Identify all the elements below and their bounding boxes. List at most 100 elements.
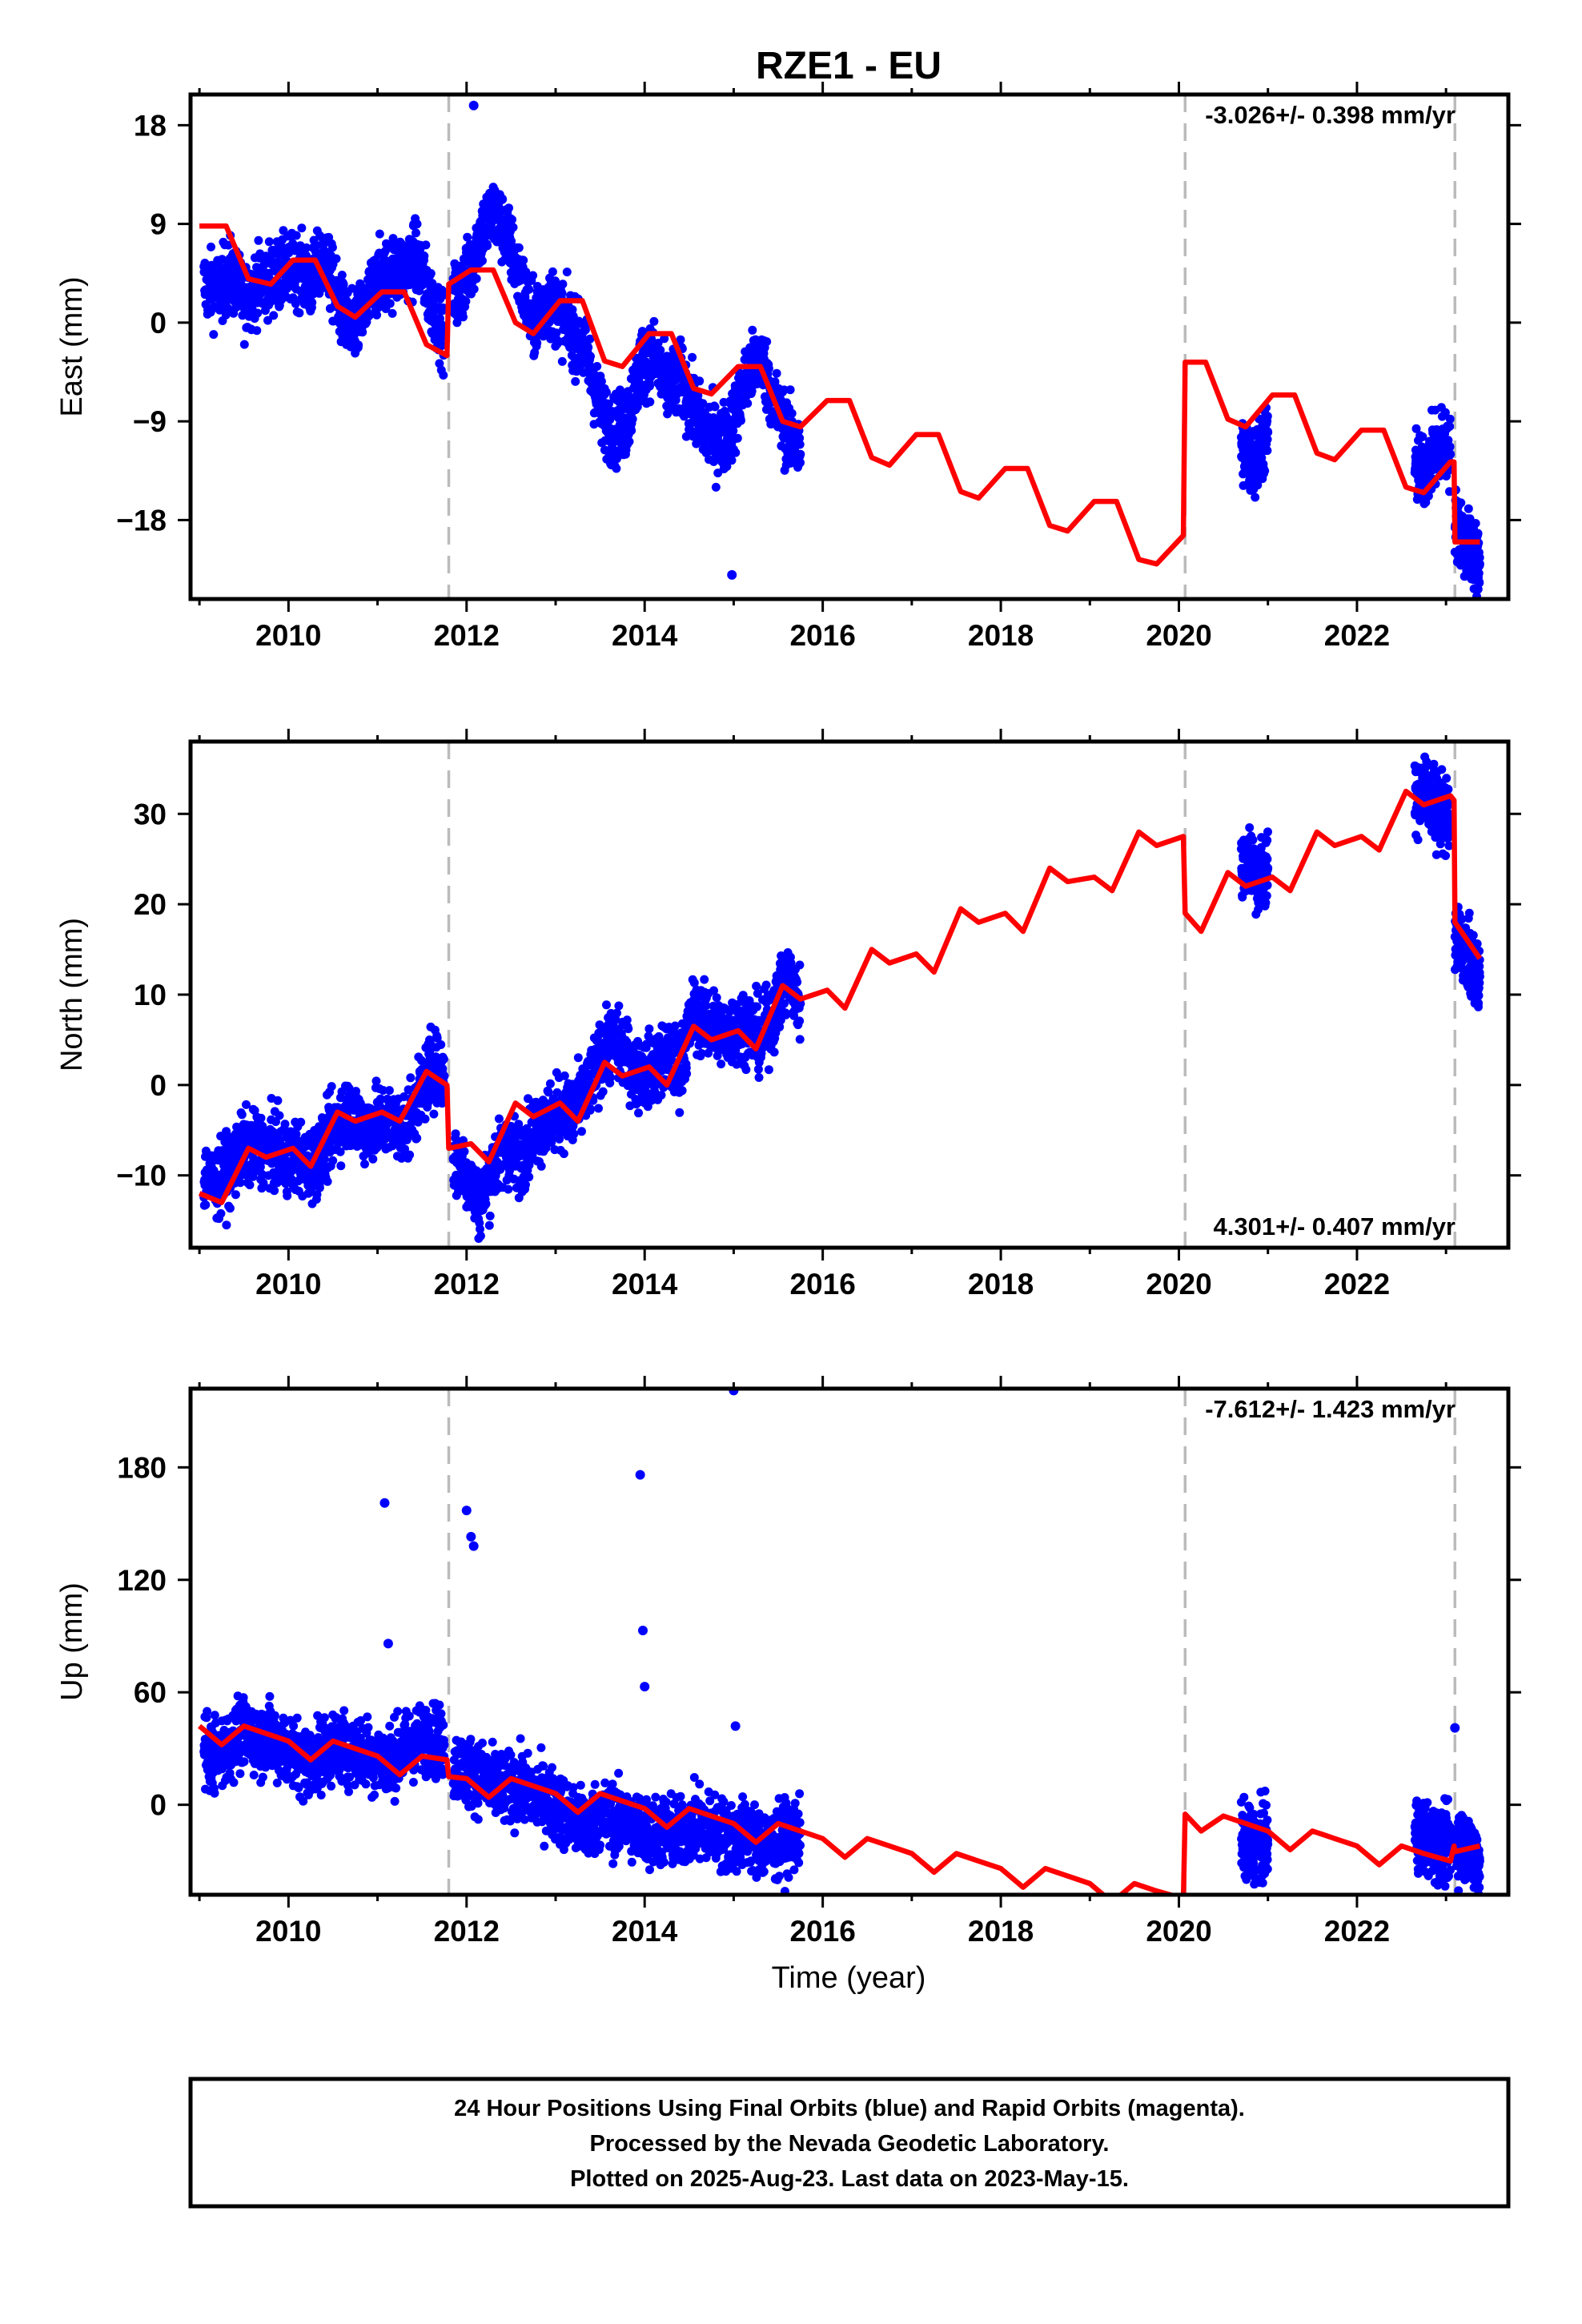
north-position-dot xyxy=(612,1008,621,1018)
north-position-dot xyxy=(420,1114,430,1124)
east-outlier-dot xyxy=(468,100,479,111)
north-position-dot xyxy=(400,1092,409,1101)
east-y-tick-label: 18 xyxy=(134,109,167,142)
east-position-dot xyxy=(762,337,772,347)
east-position-dot xyxy=(733,433,742,443)
north-position-dot xyxy=(242,1100,251,1109)
east-position-dot xyxy=(463,232,472,242)
north-position-dot xyxy=(644,1024,654,1034)
east-position-dot xyxy=(695,376,705,386)
east-position-dot xyxy=(1411,424,1421,433)
north-position-dot xyxy=(494,1114,504,1124)
north-position-dot xyxy=(235,1178,245,1188)
east-position-dot xyxy=(302,243,311,252)
north-position-dot xyxy=(405,1150,415,1160)
east-position-dot xyxy=(508,223,518,232)
east-position-dot xyxy=(596,376,606,386)
east-position-dot xyxy=(519,255,528,265)
east-position-dot xyxy=(1475,578,1484,588)
east-position-dot xyxy=(1263,446,1272,456)
east-position-dot xyxy=(209,330,219,340)
north-position-dot xyxy=(484,1220,494,1230)
east-y-tick-label: −9 xyxy=(133,405,167,438)
north-position-dot xyxy=(536,1161,546,1171)
panels: 2010 2012 2014 2016 2018 2020 20221890−9−18Eas… xyxy=(55,82,1521,1948)
east-position-dot xyxy=(1464,504,1473,513)
north-position-dot xyxy=(225,1204,235,1213)
north-position-dot xyxy=(606,1072,616,1082)
north-position-dot xyxy=(245,1180,255,1190)
east-position-dot xyxy=(688,352,697,362)
north-position-dot xyxy=(384,1086,394,1096)
east-position-dot xyxy=(552,328,561,338)
east-position-dot xyxy=(666,359,676,368)
north-position-dot xyxy=(476,1231,485,1240)
east-position-dot xyxy=(297,223,307,233)
north-daily-positions xyxy=(199,752,1484,1243)
east-y-tick-label: −18 xyxy=(116,504,167,537)
east-y-axis-label: East (mm) xyxy=(55,276,89,416)
east-position-dot xyxy=(698,399,708,408)
east-position-dot xyxy=(472,274,481,283)
north-position-dot xyxy=(273,1096,283,1105)
north-position-dot xyxy=(379,1086,387,1095)
east-frame xyxy=(188,92,1511,601)
north-position-dot xyxy=(559,1149,568,1159)
east-position-dot xyxy=(254,235,263,245)
north-position-dot xyxy=(312,1190,322,1200)
north-position-dot xyxy=(280,1120,290,1129)
north-position-dot xyxy=(336,1161,346,1171)
east-position-dot xyxy=(586,352,595,361)
east-position-dot xyxy=(291,299,300,308)
east-position-dot xyxy=(660,334,669,344)
east-position-dot xyxy=(1446,449,1456,459)
east-position-dot xyxy=(795,440,805,449)
east-position-dot xyxy=(223,304,232,313)
north-position-dot xyxy=(594,1104,603,1113)
east-position-dot xyxy=(372,310,382,320)
east-model-line xyxy=(199,223,1480,567)
east-x-tick-label: 2022 xyxy=(1324,619,1390,652)
east-position-dot xyxy=(469,284,479,294)
east-position-dot xyxy=(1263,435,1272,444)
east-position-dot xyxy=(438,340,447,350)
east-position-dot xyxy=(478,256,487,266)
north-position-dot xyxy=(400,1144,409,1154)
north-position-dot xyxy=(328,1156,338,1165)
east-y-tick-label: 9 xyxy=(150,208,167,241)
east-position-dot xyxy=(438,322,448,332)
east-daily-positions xyxy=(199,100,1484,599)
north-position-dot xyxy=(524,1172,534,1182)
east-position-dot xyxy=(288,239,298,248)
north-position-dot xyxy=(376,1094,385,1104)
east-position-dot xyxy=(624,436,634,446)
north-position-dot xyxy=(319,1154,329,1164)
north-position-dot xyxy=(327,1082,336,1092)
north-position-dot xyxy=(438,1063,448,1073)
east-x-tick-label: 2018 xyxy=(968,619,1034,652)
east-position-dot xyxy=(438,303,448,312)
east-position-dot xyxy=(743,399,753,408)
east-position-dot xyxy=(645,397,655,407)
east-position-dot xyxy=(681,432,691,441)
east-position-dot xyxy=(612,464,621,473)
east-position-dot xyxy=(787,408,797,418)
north-position-dot xyxy=(670,1021,680,1031)
east-position-dot xyxy=(653,338,663,348)
east-position-dot xyxy=(785,385,795,395)
east-position-dot xyxy=(722,462,732,471)
east-position-dot xyxy=(252,326,262,336)
north-position-dot xyxy=(634,1108,643,1118)
north-position-dot xyxy=(315,1183,324,1192)
east-position-dot xyxy=(796,458,805,468)
chart-title: RZE1 - EU xyxy=(756,45,942,87)
north-position-dot xyxy=(569,1129,579,1139)
east-position-dot xyxy=(435,359,444,368)
east-plot-area xyxy=(199,94,1484,599)
east-position-dot xyxy=(331,254,341,263)
north-position-dot xyxy=(335,1147,345,1156)
east-position-dot xyxy=(627,426,636,436)
east-position-dot xyxy=(1423,491,1433,501)
east-position-dot xyxy=(612,454,621,464)
